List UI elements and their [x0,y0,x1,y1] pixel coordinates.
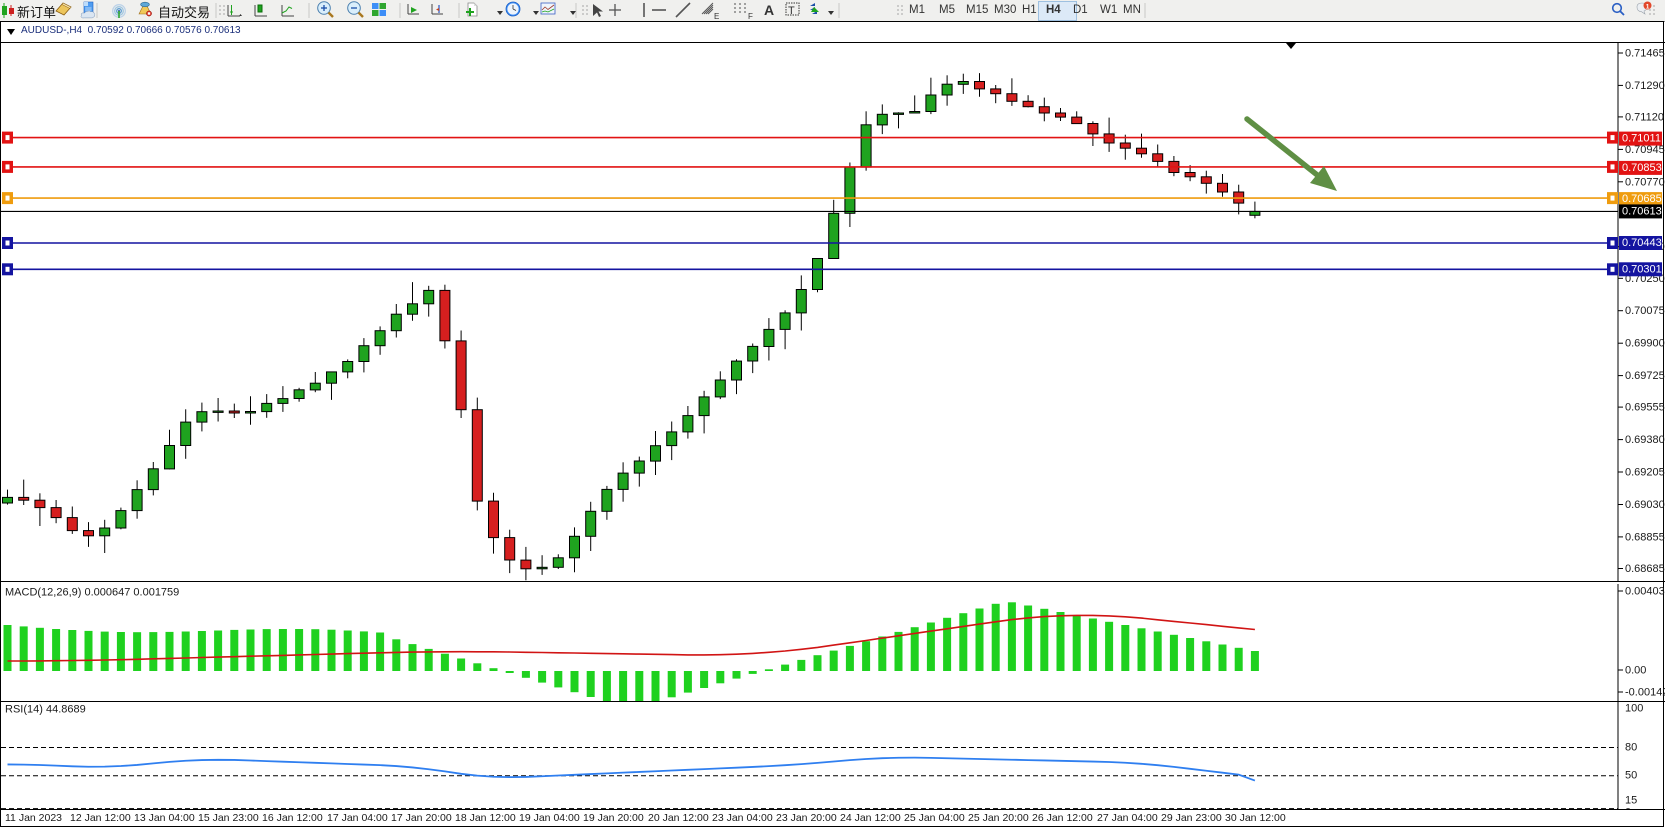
svg-text:17 Jan 20:00: 17 Jan 20:00 [391,812,452,824]
svg-text:0.69725: 0.69725 [1625,370,1665,382]
svg-text:0.71120: 0.71120 [1625,111,1664,123]
svg-text:0.71011: 0.71011 [1622,133,1661,145]
svg-text:25 Jan 20:00: 25 Jan 20:00 [968,812,1029,824]
svg-text:50: 50 [1625,770,1637,782]
svg-text:18 Jan 12:00: 18 Jan 12:00 [455,812,516,824]
svg-text:19 Jan 20:00: 19 Jan 20:00 [583,812,644,824]
svg-text:0.70945: 0.70945 [1625,144,1665,156]
svg-text:27 Jan 04:00: 27 Jan 04:00 [1097,812,1158,824]
svg-text:25 Jan 04:00: 25 Jan 04:00 [904,812,965,824]
svg-text:23 Jan 20:00: 23 Jan 20:00 [776,812,837,824]
svg-text:0.70770: 0.70770 [1625,176,1665,188]
svg-text:0.69555: 0.69555 [1625,402,1665,414]
svg-text:0.70075: 0.70075 [1625,305,1665,317]
svg-text:0.69380: 0.69380 [1625,434,1665,446]
svg-text:80: 80 [1625,742,1637,754]
svg-text:0.71290: 0.71290 [1625,80,1665,92]
svg-text:0.69205: 0.69205 [1625,467,1665,479]
svg-text:29 Jan 23:00: 29 Jan 23:00 [1161,812,1222,824]
svg-text:0.68685: 0.68685 [1625,563,1665,575]
svg-text:0.70853: 0.70853 [1622,162,1662,174]
svg-text:13 Jan 04:00: 13 Jan 04:00 [134,812,195,824]
svg-text:15: 15 [1625,795,1637,807]
svg-text:100: 100 [1625,703,1643,715]
svg-text:26 Jan 12:00: 26 Jan 12:00 [1032,812,1093,824]
svg-text:24 Jan 12:00: 24 Jan 12:00 [840,812,901,824]
svg-text:15 Jan 23:00: 15 Jan 23:00 [198,812,259,824]
svg-text:0.70443: 0.70443 [1622,237,1662,249]
svg-text:0.69900: 0.69900 [1625,338,1665,350]
svg-text:0.69030: 0.69030 [1625,499,1665,511]
svg-text:-0.001424: -0.001424 [1625,687,1665,699]
svg-text:0.70301: 0.70301 [1622,263,1662,275]
svg-text:0.68855: 0.68855 [1625,531,1665,543]
svg-text:0.70613: 0.70613 [1622,205,1662,217]
svg-text:MACD(12,26,9) 0.000647 0.00175: MACD(12,26,9) 0.000647 0.001759 [5,587,179,599]
svg-text:17 Jan 04:00: 17 Jan 04:00 [327,812,388,824]
svg-text:0.71465: 0.71465 [1625,48,1665,60]
svg-text:12 Jan 12:00: 12 Jan 12:00 [70,812,131,824]
svg-text:0.70685: 0.70685 [1622,193,1662,205]
svg-text:11 Jan 2023: 11 Jan 2023 [5,812,62,824]
svg-text:23 Jan 04:00: 23 Jan 04:00 [712,812,773,824]
svg-text:0.004039: 0.004039 [1625,586,1665,598]
svg-text:20 Jan 12:00: 20 Jan 12:00 [648,812,709,824]
svg-text:19 Jan 04:00: 19 Jan 04:00 [519,812,580,824]
svg-text:0.00: 0.00 [1625,665,1646,677]
svg-text:1: 1 [1646,3,1650,10]
svg-text:16 Jan 12:00: 16 Jan 12:00 [262,812,323,824]
svg-text:RSI(14) 44.8689: RSI(14) 44.8689 [5,704,86,716]
svg-text:30 Jan 12:00: 30 Jan 12:00 [1225,812,1286,824]
